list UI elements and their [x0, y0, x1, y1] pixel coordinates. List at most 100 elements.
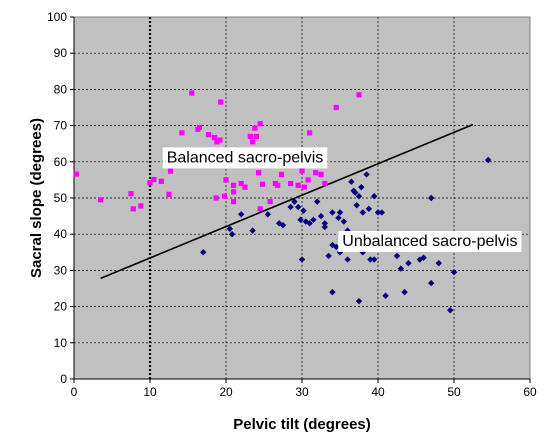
unbalanced-point: [336, 209, 344, 216]
unbalanced-point: [447, 307, 454, 314]
balanced-point: [305, 177, 311, 183]
unbalanced-point: [300, 207, 307, 214]
unbalanced-point: [249, 227, 256, 234]
balanced-point: [238, 180, 244, 187]
balanced-point: [130, 206, 136, 212]
y-tick-label: 80: [54, 82, 68, 96]
balanced-point: [295, 182, 301, 188]
y-tick-label: 50: [54, 191, 68, 205]
balanced-point: [179, 130, 185, 136]
unbalanced-point: [314, 198, 321, 205]
balanced-point: [256, 170, 262, 176]
unbalanced-point: [279, 221, 287, 229]
y-tick-label: 60: [54, 155, 68, 169]
unbalanced-point: [359, 209, 366, 216]
balanced-point: [196, 124, 202, 131]
balanced-point: [223, 177, 229, 183]
balanced-point: [257, 206, 263, 212]
balanced-point: [278, 171, 285, 178]
balanced-point: [231, 199, 237, 205]
unbalanced-point: [420, 254, 427, 261]
unbalanced-point: [363, 171, 370, 178]
balanced-point: [253, 133, 259, 140]
balanced-point: [158, 178, 164, 184]
balanced-point: [275, 182, 281, 188]
balanced-point: [98, 197, 104, 203]
balanced-point: [247, 133, 253, 140]
balanced-point: [214, 139, 220, 145]
balanced-label: Balanced sacro-pelvis: [162, 147, 328, 169]
y-tick-label: 0: [60, 372, 67, 386]
y-axis-title: Sacral slope (degrees): [28, 118, 45, 278]
y-tick-label: 90: [54, 46, 68, 60]
unbalanced-point: [321, 220, 328, 227]
unbalanced-point: [358, 183, 365, 191]
unbalanced-point: [295, 203, 302, 211]
unbalanced-point: [355, 297, 363, 305]
unbalanced-point: [310, 216, 317, 223]
unbalanced-point: [329, 288, 336, 296]
x-tick-label: 30: [295, 385, 309, 399]
balanced-point: [250, 139, 256, 145]
unbalanced-point: [302, 218, 309, 225]
unbalanced-point: [287, 203, 294, 211]
unbalanced-point: [378, 209, 385, 216]
x-tick-label: 50: [447, 385, 461, 399]
unbalanced-point: [340, 218, 347, 225]
unbalanced-point: [329, 241, 336, 249]
balanced-point: [189, 90, 195, 96]
unbalanced-label: Unbalanced sacro-pelvis: [338, 230, 522, 252]
label-background: [338, 230, 522, 252]
balanced-point: [231, 189, 237, 195]
unbalanced-point: [353, 202, 360, 209]
unbalanced-point: [306, 220, 313, 227]
unbalanced-point: [264, 211, 271, 218]
unbalanced-point: [428, 279, 435, 287]
y-tick-label: 30: [54, 263, 68, 277]
unbalanced-point: [297, 216, 304, 223]
balanced-point: [301, 184, 307, 190]
x-axis-title: Pelvic tilt (degrees): [233, 416, 371, 433]
unbalanced-point: [317, 212, 325, 220]
y-tick-label: 20: [54, 300, 68, 314]
balanced-point: [73, 171, 79, 177]
balanced-point: [217, 137, 223, 143]
unbalanced-point: [352, 189, 359, 196]
x-tick-label: 20: [219, 385, 233, 399]
data-points: [73, 90, 492, 314]
balanced-point: [318, 171, 324, 178]
unbalanced-point: [428, 194, 435, 202]
unbalanced-point: [298, 256, 306, 263]
x-tick-label: 60: [523, 385, 537, 399]
unbalanced-point: [325, 252, 332, 260]
unbalanced-point: [382, 292, 389, 299]
x-tick-label: 0: [71, 385, 78, 399]
balanced-point: [322, 180, 328, 187]
tick-labels: 0 10 20 30 40 50 60 70 80 90 100 0 10 20 30 40 50 60: [47, 10, 537, 399]
unbalanced-point: [435, 259, 442, 267]
unbalanced-point: [393, 252, 401, 260]
unbalanced-point: [329, 209, 336, 216]
balanced-point: [138, 203, 144, 209]
balanced-point: [213, 195, 219, 201]
x-tick-label: 40: [371, 385, 385, 399]
unbalanced-point: [371, 192, 378, 200]
balanced-point: [218, 99, 224, 105]
unbalanced-point: [485, 156, 492, 164]
y-tick-label: 40: [54, 227, 68, 241]
balanced-point: [147, 180, 153, 186]
unbalanced-point: [238, 211, 245, 218]
unbalanced-point: [321, 223, 328, 231]
y-tick-label: 70: [54, 119, 68, 133]
balanced-point: [242, 184, 248, 190]
y-tick-label: 100: [47, 10, 67, 24]
unbalanced-point: [348, 178, 355, 185]
gridlines: [74, 17, 530, 379]
unbalanced-point: [401, 288, 408, 296]
balanced-point: [259, 181, 266, 187]
balanced-point: [167, 168, 174, 174]
y-tick-label: 10: [54, 336, 68, 350]
balanced-point: [221, 193, 228, 199]
balanced-point: [333, 104, 339, 111]
balanced-point: [212, 134, 218, 141]
